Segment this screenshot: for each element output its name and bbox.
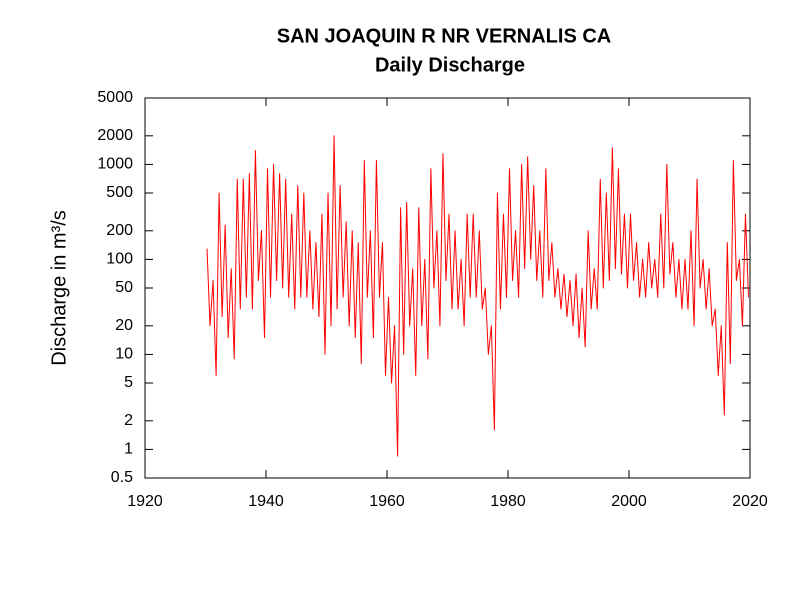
x-tick-label: 1940 <box>248 493 284 510</box>
y-tick-label: 2 <box>124 412 133 429</box>
chart-subtitle: Daily Discharge <box>375 54 525 76</box>
x-tick-label: 1960 <box>369 493 405 510</box>
chart-title: SAN JOAQUIN R NR VERNALIS CA <box>277 25 611 47</box>
y-axis-label: Discharge in m³/s <box>48 210 70 366</box>
y-tick-label: 200 <box>106 222 133 239</box>
y-tick-label: 500 <box>106 184 133 201</box>
x-tick-label: 2020 <box>732 493 768 510</box>
y-tick-label: 1 <box>124 441 133 458</box>
y-tick-label: 10 <box>115 346 133 363</box>
x-tick-label: 1920 <box>127 493 163 510</box>
y-tick-label: 20 <box>115 317 133 334</box>
y-tick-label: 50 <box>115 279 133 296</box>
y-tick-label: 5000 <box>97 89 133 106</box>
y-tick-label: 100 <box>106 251 133 268</box>
y-tick-label: 1000 <box>97 156 133 173</box>
data-line <box>206 135 749 457</box>
x-tick-label: 2000 <box>611 493 647 510</box>
y-tick-label: 5 <box>124 374 133 391</box>
y-tick-label: 0.5 <box>111 469 133 486</box>
x-tick-label: 1980 <box>490 493 526 510</box>
y-tick-label: 2000 <box>97 127 133 144</box>
